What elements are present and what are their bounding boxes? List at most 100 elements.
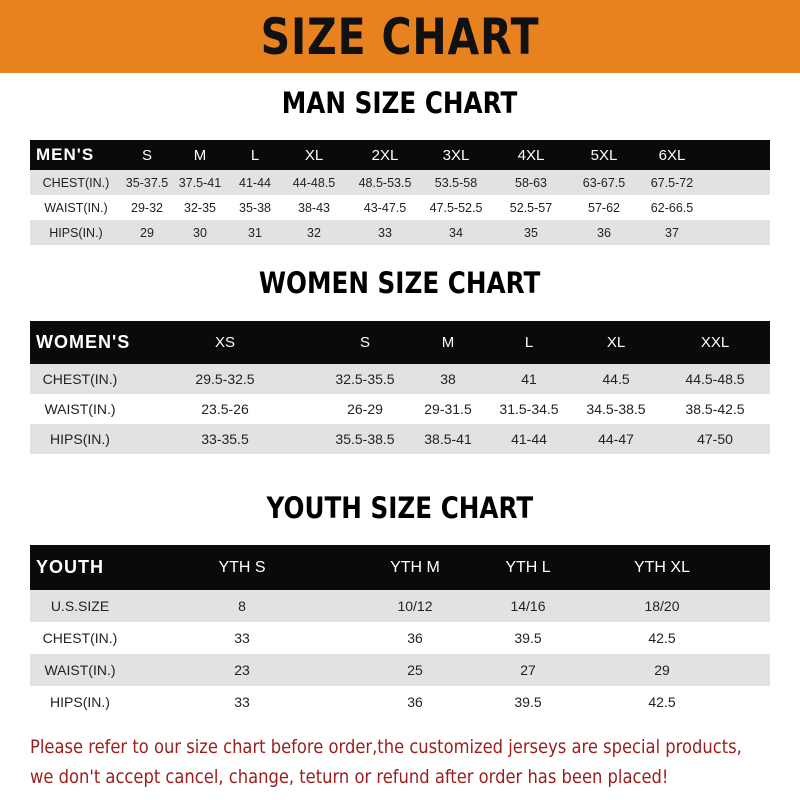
- table-cell: 31.5-34.5: [499, 401, 559, 417]
- table-cell: 32-35: [184, 200, 216, 215]
- table-cell: 62-66.5: [650, 200, 694, 215]
- table-cell: 39.5: [514, 630, 542, 646]
- table-row: HIPS(IN.) 33 36 39.5 42.5: [30, 686, 770, 718]
- size-header: S: [359, 334, 370, 351]
- row-label: CHEST(IN.): [42, 175, 110, 190]
- table-cell: 38.5-42.5: [685, 401, 745, 417]
- size-header: XS: [214, 334, 235, 351]
- table-cell: 44.5-48.5: [685, 371, 745, 387]
- row-label: CHEST(IN.): [42, 371, 118, 387]
- table-cell: 42.5: [648, 694, 676, 710]
- size-header: XL: [606, 334, 626, 351]
- table-cell: 33-35.5: [201, 431, 249, 447]
- table-row: CHEST(IN.) 35-37.5 37.5-41 41-44 44-48.5 48.5…: [30, 170, 770, 195]
- table-cell: 38-43: [298, 200, 330, 215]
- notice-line-2: we don't accept cancel, change, teturn o…: [30, 766, 669, 788]
- table-cell: 35-37.5: [125, 175, 169, 190]
- table-cell: 44.5: [602, 371, 630, 387]
- table-row: WAIST(IN.) 23.5-26 26-29 29-31.5 31.5-34.5 34…: [30, 394, 770, 424]
- table-header-row: WOMEN'S XS S M L XL XXL: [30, 321, 770, 364]
- row-label: HIPS(IN.): [50, 431, 110, 447]
- table-cell: 52.5-57: [509, 200, 553, 215]
- size-header: L: [250, 146, 260, 164]
- size-header: 3XL: [442, 146, 470, 164]
- banner-title: SIZE CHART: [260, 7, 540, 66]
- table-cell: 67.5-72: [650, 175, 694, 190]
- table-cell: 34: [449, 225, 463, 240]
- table-cell: 36: [407, 694, 423, 710]
- table-cell: 32.5-35.5: [335, 371, 395, 387]
- row-label: CHEST(IN.): [42, 630, 118, 646]
- table-cell: 47.5-52.5: [429, 200, 483, 215]
- table-cell: 29: [140, 225, 154, 240]
- table-cell: 38: [440, 371, 456, 387]
- table-cell: 27: [520, 662, 536, 678]
- size-header: 2XL: [371, 146, 399, 164]
- size-header: S: [141, 146, 152, 164]
- table-cell: 31: [248, 225, 262, 240]
- table-cell: 41: [521, 371, 537, 387]
- table-cell: 41-44: [239, 175, 271, 190]
- size-header: YTH S: [218, 558, 266, 576]
- size-header: YTH L: [505, 558, 551, 576]
- women-title-text: WOMEN SIZE CHART: [259, 266, 541, 300]
- table-cell: 30: [193, 225, 207, 240]
- size-header: YTH M: [390, 558, 440, 576]
- row-label: WAIST(IN.): [44, 200, 108, 215]
- size-header: YTH XL: [633, 558, 690, 576]
- youth-size-table: YOUTH YTH S YTH M YTH L YTH XL U.S.SIZE 8 10/12…: [30, 545, 770, 718]
- table-cell: 44-47: [598, 431, 634, 447]
- table-cell: 48.5-53.5: [358, 175, 412, 190]
- table-cell: 32: [307, 225, 321, 240]
- table-cell: 29-32: [131, 200, 163, 215]
- table-cell: 23.5-26: [201, 401, 249, 417]
- table-cell: 44-48.5: [292, 175, 336, 190]
- table-row: WAIST(IN.) 23 25 27 29: [30, 654, 770, 686]
- size-header: 5XL: [590, 146, 618, 164]
- table-corner-label: MEN'S: [36, 145, 95, 164]
- table-cell: 41-44: [511, 431, 547, 447]
- table-cell: 58-63: [515, 175, 547, 190]
- table-cell: 34.5-38.5: [586, 401, 646, 417]
- row-label: WAIST(IN.): [44, 401, 116, 417]
- size-header: 4XL: [517, 146, 545, 164]
- men-section-title: MAN SIZE CHART: [0, 86, 800, 120]
- youth-section-title: YOUTH SIZE CHART: [0, 491, 800, 525]
- women-size-table: WOMEN'S XS S M L XL XXL CHEST(IN.) 29.5-32.5 32.5…: [30, 321, 770, 454]
- youth-title-text: YOUTH SIZE CHART: [266, 491, 534, 525]
- table-row: U.S.SIZE 8 10/12 14/16 18/20: [30, 590, 770, 622]
- table-cell: 37: [665, 225, 679, 240]
- table-cell: 8: [238, 598, 246, 614]
- table-cell: 42.5: [648, 630, 676, 646]
- table-cell: 29: [654, 662, 670, 678]
- size-header: M: [193, 146, 207, 164]
- table-cell: 36: [597, 225, 611, 240]
- table-cell: 18/20: [644, 598, 680, 614]
- men-size-table: MEN'S S M L XL 2XL 3XL 4XL 5XL 6XL CHEST(IN.) 35-37…: [30, 140, 770, 245]
- table-cell: 35-38: [239, 200, 271, 215]
- size-header: M: [441, 334, 455, 351]
- table-cell: 33: [234, 694, 250, 710]
- order-notice: Please refer to our size chart before or…: [30, 732, 790, 792]
- men-title-text: MAN SIZE CHART: [282, 86, 518, 120]
- table-cell: 63-67.5: [582, 175, 626, 190]
- size-header: 6XL: [658, 146, 686, 164]
- notice-line-1: Please refer to our size chart before or…: [30, 736, 742, 758]
- table-cell: 36: [407, 630, 423, 646]
- table-corner-label: YOUTH: [36, 557, 104, 577]
- table-cell: 39.5: [514, 694, 542, 710]
- table-cell: 10/12: [397, 598, 433, 614]
- table-row: CHEST(IN.) 33 36 39.5 42.5: [30, 622, 770, 654]
- table-cell: 37.5-41: [178, 175, 222, 190]
- table-cell: 47-50: [697, 431, 733, 447]
- table-cell: 25: [407, 662, 423, 678]
- table-cell: 33: [234, 630, 250, 646]
- row-label: HIPS(IN.): [49, 225, 103, 240]
- table-cell: 38.5-41: [424, 431, 472, 447]
- row-label: U.S.SIZE: [50, 598, 110, 614]
- size-header: XL: [304, 146, 324, 164]
- table-cell: 23: [234, 662, 250, 678]
- table-cell: 53.5-58: [434, 175, 478, 190]
- table-cell: 33: [378, 225, 392, 240]
- table-cell: 35.5-38.5: [335, 431, 395, 447]
